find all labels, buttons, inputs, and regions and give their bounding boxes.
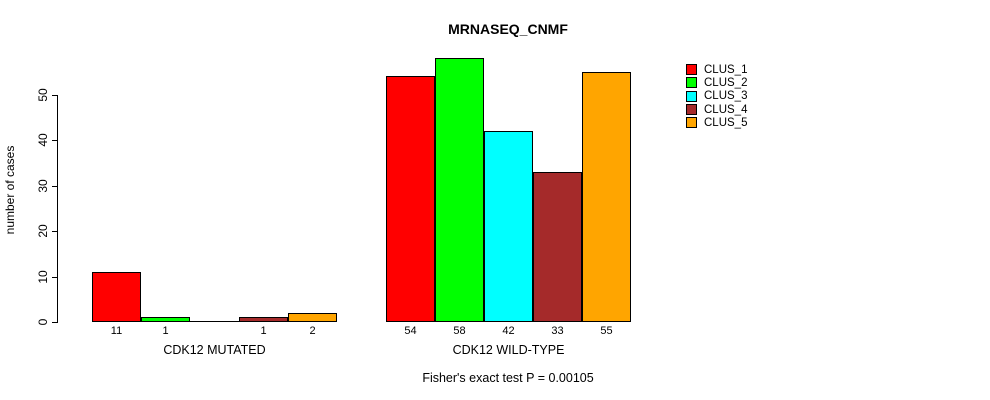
legend-label: CLUS_1 (704, 63, 748, 76)
legend-label: CLUS_2 (704, 76, 748, 89)
bar-clus_2-group1 (141, 317, 190, 322)
bar-clus_5-group2 (582, 72, 631, 322)
bar-clus_2-group2 (435, 58, 484, 322)
bar-value-label: 11 (110, 325, 123, 337)
bar-value-label: 33 (551, 325, 564, 337)
y-tick-label: 0 (36, 318, 50, 326)
y-tick (52, 185, 57, 187)
legend-item: CLUS_1 (686, 63, 747, 76)
y-tick-label: 20 (36, 224, 50, 238)
legend-label: CLUS_5 (704, 116, 748, 129)
bar-value-label: 2 (309, 325, 316, 337)
legend-item: CLUS_5 (686, 116, 747, 129)
y-tick (52, 276, 57, 278)
y-tick-label: 30 (36, 178, 50, 193)
legend-item: CLUS_2 (686, 76, 747, 89)
bar-clus_4-group1 (239, 317, 288, 322)
legend-swatch-icon (686, 90, 697, 102)
legend-swatch-icon (686, 104, 697, 116)
chart-title: MRNASEQ_CNMF (448, 21, 568, 37)
chart-subtitle: Fisher's exact test P = 0.00105 (422, 371, 594, 385)
legend-swatch-icon (686, 64, 697, 76)
x-axis-label-mutated: CDK12 MUTATED (163, 343, 266, 357)
y-tick (52, 322, 57, 323)
bar-clus_1-group2 (386, 76, 435, 322)
bar-clus_3-group2 (484, 131, 533, 322)
y-tick-label: 40 (36, 133, 50, 147)
x-axis-label-wildtype: CDK12 WILD-TYPE (452, 343, 565, 357)
y-tick-label: 50 (36, 87, 50, 102)
bar-clus_4-group2 (533, 172, 582, 322)
bar-value-label: 1 (260, 325, 267, 337)
bar-clus_5-group1 (288, 313, 337, 322)
y-tick (52, 94, 57, 96)
bar-value-label: 42 (502, 325, 515, 337)
legend-item: CLUS_3 (686, 90, 747, 103)
legend-label: CLUS_3 (704, 90, 748, 103)
bar-clus_1-group1 (92, 272, 141, 322)
legend-label: CLUS_4 (704, 103, 748, 116)
legend-swatch-icon (686, 77, 697, 89)
bar-value-label: 58 (453, 325, 466, 337)
legend-item: CLUS_4 (686, 103, 747, 116)
y-axis-line (57, 94, 58, 323)
bar-clus_3-group1-zero (190, 321, 239, 322)
y-tick (52, 140, 57, 141)
bar-value-label: 55 (600, 325, 613, 337)
y-tick (52, 231, 57, 232)
legend-swatch-icon (686, 117, 697, 129)
bar-value-label: 1 (162, 325, 169, 337)
bar-value-label: 54 (404, 325, 417, 337)
legend: CLUS_1 CLUS_2 CLUS_3 CLUS_4 CLUS_5 (686, 63, 747, 129)
y-tick-label: 10 (36, 269, 50, 284)
